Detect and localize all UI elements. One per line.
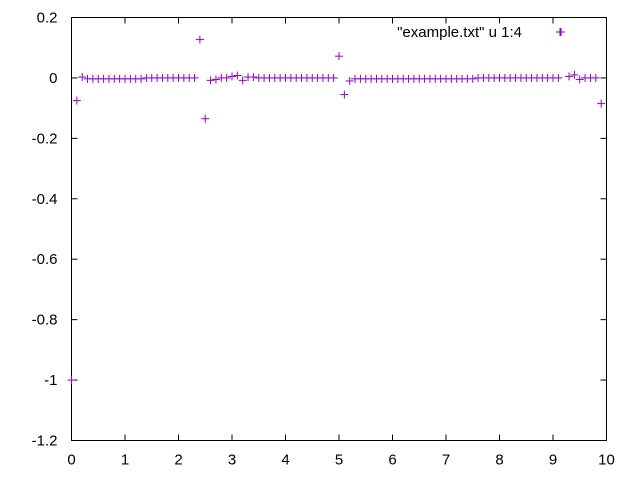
y-tick-label: -1	[44, 372, 57, 389]
x-tick-label: 10	[598, 452, 615, 469]
data-point	[78, 73, 87, 82]
x-tick-label: 0	[67, 452, 75, 469]
data-point	[190, 73, 199, 82]
data-point	[222, 73, 231, 82]
data-point	[554, 73, 563, 82]
data-point	[72, 96, 81, 105]
legend-series-marker	[556, 28, 564, 36]
data-point	[565, 72, 574, 81]
data-point	[468, 74, 477, 83]
data-point	[201, 114, 210, 123]
y-tick-label: -0.6	[32, 251, 58, 268]
x-tick-label: 9	[549, 452, 557, 469]
data-point	[329, 73, 338, 82]
data-point	[67, 376, 76, 385]
axis-ticks	[71, 17, 607, 441]
data-point	[211, 75, 220, 84]
y-tick-label: -0.4	[32, 191, 58, 208]
data-point	[228, 72, 236, 81]
x-tick-label: 2	[174, 452, 182, 469]
data-point	[345, 76, 354, 85]
x-tick-labels: 0 1 2 3 4 5 6 7 8 9 10	[67, 452, 615, 469]
y-tick-label: 0.2	[37, 10, 58, 27]
data-point	[238, 76, 247, 85]
data-point	[335, 52, 343, 61]
y-tick-labels: 0.2 0 -0.2 -0.4 -0.6 -0.8 -1 -1.2	[32, 10, 58, 450]
data-point	[570, 70, 579, 79]
x-tick-label: 8	[495, 452, 503, 469]
data-point	[597, 99, 606, 108]
x-tick-label: 3	[228, 452, 236, 469]
data-point	[575, 75, 584, 84]
data-point	[233, 71, 242, 80]
data-point	[340, 90, 349, 99]
y-tick-label: -1.2	[32, 433, 58, 450]
data-point	[249, 73, 258, 82]
y-tick-label: -0.8	[32, 312, 58, 329]
x-tick-label: 5	[335, 452, 343, 469]
data-point	[195, 35, 204, 44]
legend-series-label: "example.txt" u 1:4	[397, 24, 522, 41]
data-point	[591, 73, 600, 82]
x-tick-label: 7	[442, 452, 450, 469]
legend: "example.txt" u 1:4	[397, 24, 564, 41]
y-tick-label: -0.2	[32, 130, 58, 147]
y-tick-label: 0	[49, 70, 57, 87]
data-points	[67, 28, 606, 385]
data-point	[206, 76, 215, 85]
x-tick-label: 6	[388, 452, 396, 469]
x-tick-label: 4	[281, 452, 289, 469]
data-point	[137, 74, 146, 83]
x-tick-label: 1	[121, 452, 129, 469]
